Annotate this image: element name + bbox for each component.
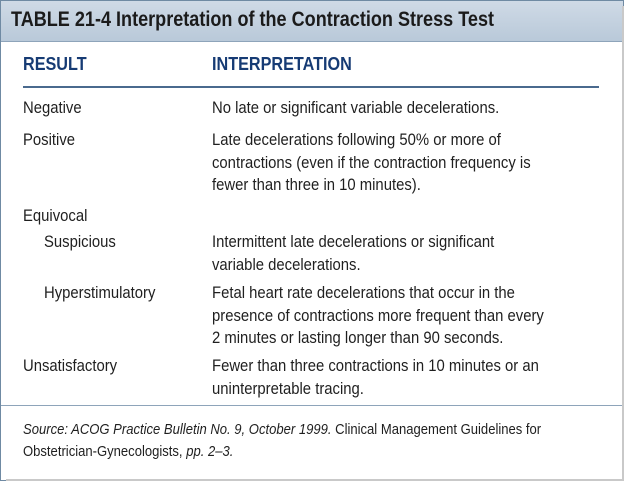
interpretation-unsatisfactory: Fewer than three contractions in 10 minu… — [212, 357, 539, 398]
frame-shadow-right — [622, 6, 624, 481]
result-suspicious: Suspicious — [44, 233, 116, 251]
footnote-book: Clinical Management Guidelines for Obste… — [23, 422, 542, 460]
table-title: TABLE 21-4 Interpretation of the Contrac… — [11, 8, 495, 31]
title-bar: TABLE 21-4 Interpretation of the Contrac… — [1, 1, 623, 42]
table-footnote: Source: ACOG Practice Bulletin No. 9, Oc… — [23, 419, 599, 463]
interpretation-suspicious: Intermittent late decelerations or signi… — [212, 233, 495, 274]
result-unsatisfactory: Unsatisfactory — [23, 357, 118, 375]
result-positive: Positive — [23, 131, 76, 149]
frame-shadow-bottom — [6, 479, 624, 481]
result-negative: Negative — [23, 99, 82, 117]
result-equivocal: Equivocal — [23, 207, 88, 225]
interpretation-positive: Late decelerations following 50% or more… — [212, 131, 531, 194]
column-header-interpretation: INTERPRETATION — [212, 54, 352, 74]
column-header-result: RESULT — [23, 54, 87, 74]
result-hyperstimulatory: Hyperstimulatory — [44, 284, 156, 302]
footnote-rule — [1, 405, 623, 406]
header-rule — [23, 86, 599, 88]
interpretation-negative: No late or significant variable decelera… — [212, 99, 500, 117]
footnote-source: Source: ACOG Practice Bulletin No. 9, Oc… — [23, 422, 332, 438]
footnote-pages: pp. 2–3. — [182, 444, 234, 460]
interpretation-hyperstimulatory: Fetal heart rate decelerations that occu… — [212, 284, 544, 347]
